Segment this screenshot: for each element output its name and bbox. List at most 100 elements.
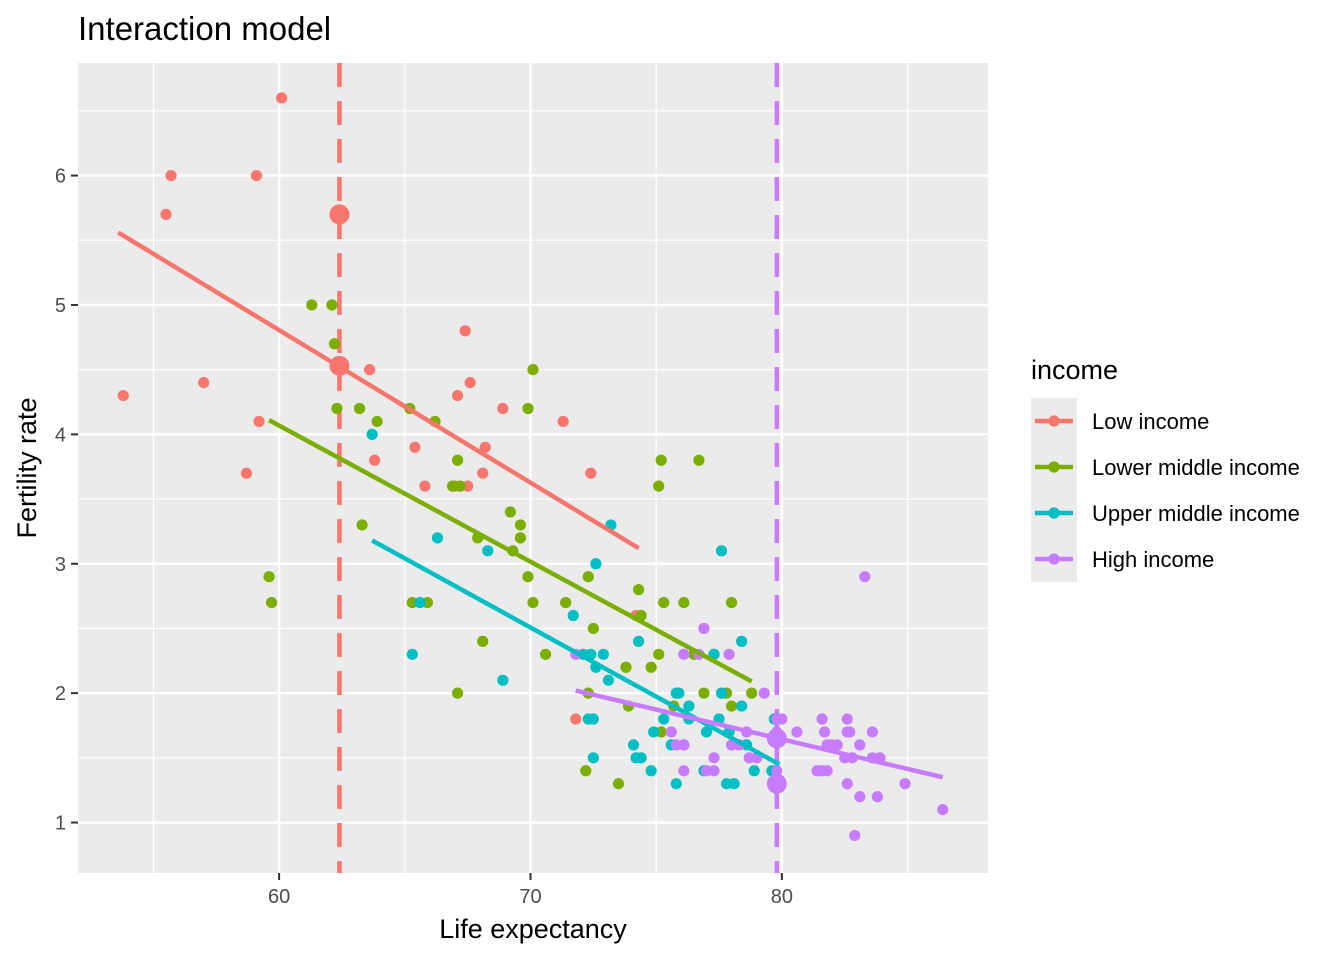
y-tick-label: 2 — [55, 683, 66, 705]
data-point — [849, 829, 861, 842]
data-point — [844, 726, 856, 738]
data-point — [841, 713, 853, 725]
fit-marker — [329, 204, 350, 225]
plot-panel — [78, 63, 988, 873]
data-point — [454, 480, 466, 492]
chart-title: Interaction model — [78, 10, 331, 47]
data-point — [497, 674, 509, 686]
fit-line — [371, 538, 781, 767]
y-tick-label: 6 — [55, 166, 66, 188]
data-point — [477, 635, 489, 647]
data-point — [451, 454, 464, 466]
fit-lines — [117, 230, 944, 780]
data-point — [557, 415, 569, 428]
data-point — [758, 687, 770, 699]
data-point — [866, 726, 878, 738]
data-point — [620, 661, 632, 673]
legend-key-background — [1031, 398, 1077, 582]
data-point — [658, 596, 670, 609]
data-point — [366, 428, 378, 440]
data-point — [451, 389, 464, 402]
data-point — [527, 596, 539, 609]
data-point — [831, 739, 843, 751]
fit-markers — [329, 204, 787, 794]
data-point — [841, 778, 853, 790]
data-point — [306, 299, 318, 311]
data-point — [678, 648, 690, 660]
data-point — [560, 596, 572, 609]
data-point — [160, 208, 172, 220]
data-point — [937, 803, 949, 816]
data-point — [653, 480, 665, 492]
data-point — [645, 661, 657, 673]
data-point — [265, 596, 278, 609]
x-tick-label: 70 — [519, 886, 541, 908]
data-point — [580, 765, 592, 777]
data-point — [645, 765, 657, 777]
data-point — [708, 765, 720, 777]
fit-line — [575, 688, 944, 780]
data-point — [736, 635, 748, 647]
data-point — [522, 402, 534, 415]
data-point — [451, 687, 464, 699]
data-point — [587, 622, 599, 635]
data-point — [582, 571, 594, 583]
data-point — [708, 752, 720, 764]
data-point — [635, 752, 647, 764]
y-tick-label: 3 — [55, 554, 66, 576]
data-point — [522, 571, 534, 583]
data-point — [276, 92, 288, 104]
data-point — [653, 648, 665, 660]
data-point — [854, 739, 866, 751]
data-point — [678, 596, 690, 609]
data-point — [587, 713, 599, 725]
y-tick-label: 4 — [55, 424, 66, 446]
x-axis-title: Life expectancy — [439, 914, 627, 944]
data-point — [859, 571, 871, 583]
data-point — [356, 519, 368, 531]
data-point — [776, 713, 788, 725]
data-point — [409, 441, 421, 453]
data-point — [821, 765, 833, 777]
data-point — [570, 713, 582, 725]
fit-line — [267, 418, 753, 684]
data-point — [678, 765, 690, 777]
y-axis-title: Fertility rate — [12, 397, 42, 538]
data-point — [715, 687, 728, 699]
data-point — [263, 571, 275, 583]
reference-lines — [337, 63, 780, 873]
data-point — [648, 726, 660, 738]
legend-key-point — [1048, 415, 1060, 427]
data-point — [514, 532, 527, 544]
data-point — [369, 454, 381, 466]
data-point — [482, 545, 494, 557]
data-point — [514, 519, 527, 531]
data-point — [854, 791, 866, 803]
data-point — [364, 364, 376, 376]
legend-label: High income — [1092, 547, 1214, 572]
fit-marker — [766, 728, 787, 749]
y-tick-label: 5 — [55, 295, 66, 317]
data-point — [723, 648, 735, 660]
data-point — [819, 726, 831, 738]
data-point — [165, 169, 177, 182]
data-point — [683, 700, 695, 712]
data-point — [539, 648, 552, 660]
data-point — [678, 739, 690, 751]
data-point — [715, 545, 728, 557]
data-point — [771, 765, 783, 777]
data-point — [371, 415, 383, 428]
data-point — [419, 480, 431, 492]
data-point — [746, 687, 758, 699]
data-point — [497, 402, 509, 415]
legend-key-point — [1048, 507, 1060, 519]
data-point — [627, 739, 640, 751]
data-point — [250, 169, 263, 182]
data-point — [632, 584, 645, 596]
data-point — [700, 726, 713, 738]
data-point — [658, 713, 670, 725]
data-point — [655, 454, 667, 466]
data-point — [527, 364, 539, 376]
data-point — [504, 506, 516, 518]
legend-key-point — [1048, 461, 1060, 473]
